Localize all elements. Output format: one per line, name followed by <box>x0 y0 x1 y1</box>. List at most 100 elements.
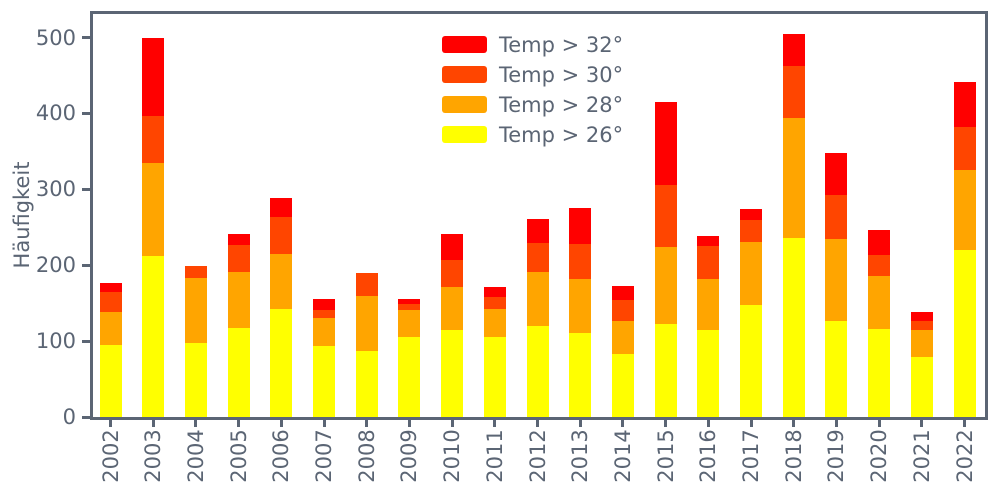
x-tick-mark <box>151 420 155 427</box>
bar-segment-2015-30 <box>654 184 677 247</box>
x-tick-label-2015: 2015 <box>653 429 678 483</box>
bar-segment-2002-26 <box>99 344 122 417</box>
legend-swatch-0 <box>442 36 487 53</box>
bar-segment-2019-30 <box>825 195 848 239</box>
x-tick-mark <box>450 420 454 427</box>
x-tick-label-2022: 2022 <box>952 429 977 483</box>
x-tick-label-2013: 2013 <box>568 429 593 483</box>
x-tick-label-2009: 2009 <box>397 429 422 483</box>
bar-segment-2003-28 <box>142 162 165 257</box>
bar-segment-2020-28 <box>868 275 891 329</box>
bar-segment-2022-30 <box>953 127 976 170</box>
bar-segment-2017-32 <box>740 209 762 220</box>
bar-segment-2017-28 <box>740 241 762 306</box>
x-tick-mark <box>749 420 753 427</box>
x-tick-label-2014: 2014 <box>610 429 635 483</box>
bar-segment-2007-32 <box>313 299 335 310</box>
bar-segment-2011-30 <box>483 297 506 310</box>
x-tick-label-2019: 2019 <box>824 429 849 483</box>
bar-segment-2013-30 <box>569 243 592 279</box>
bar-segment-2019-32 <box>825 152 848 196</box>
legend-label-3: Temp > 26° <box>499 123 624 147</box>
bar-segment-2017-26 <box>740 305 762 417</box>
bar-segment-2009-32 <box>398 299 421 304</box>
y-tick-label: 0 <box>62 405 76 429</box>
bar-segment-2021-32 <box>910 312 933 321</box>
x-tick-mark <box>237 420 241 427</box>
y-tick-mark <box>82 111 90 115</box>
x-tick-mark <box>920 420 924 427</box>
bar-segment-2021-26 <box>910 357 933 417</box>
bar-segment-2019-26 <box>825 320 848 417</box>
bar-segment-2011-32 <box>483 287 506 298</box>
bar-segment-2020-32 <box>868 229 891 256</box>
bar-segment-2018-32 <box>782 33 805 67</box>
x-tick-label-2017: 2017 <box>739 429 763 483</box>
legend-label-1: Temp > 30° <box>499 63 624 87</box>
x-tick-mark <box>877 420 881 427</box>
y-tick-mark <box>82 339 90 343</box>
x-tick-mark <box>322 420 326 427</box>
bar-segment-2003-30 <box>142 116 165 163</box>
bar-segment-2009-30 <box>398 303 421 310</box>
y-tick-mark <box>82 36 90 40</box>
bar-segment-2007-28 <box>313 317 335 346</box>
x-tick-label-2007: 2007 <box>312 429 336 483</box>
bar-segment-2020-26 <box>868 328 891 417</box>
bar-segment-2014-30 <box>611 300 634 321</box>
bar-segment-2004-28 <box>184 278 207 344</box>
bar-segment-2009-26 <box>398 337 421 417</box>
x-tick-mark <box>109 420 112 427</box>
bar-segment-2010-26 <box>441 330 464 417</box>
x-tick-label-2006: 2006 <box>269 429 294 483</box>
x-tick-mark <box>578 420 582 427</box>
bar-segment-2002-28 <box>99 312 122 345</box>
bar-segment-2013-28 <box>569 278 592 333</box>
x-tick-mark <box>664 420 668 427</box>
bar-segment-2005-32 <box>227 234 250 245</box>
x-tick-label-2020: 2020 <box>867 429 892 483</box>
bar-segment-2013-26 <box>569 332 592 417</box>
bar-segment-2010-30 <box>441 259 464 288</box>
bar-segment-2012-30 <box>526 243 549 273</box>
legend-label-2: Temp > 28° <box>499 93 624 117</box>
legend-swatch-2 <box>442 96 487 113</box>
bar-segment-2012-28 <box>526 272 549 326</box>
bar-segment-2003-32 <box>142 38 165 117</box>
bar-segment-2008-28 <box>355 295 378 351</box>
bar-segment-2006-30 <box>270 217 293 254</box>
x-tick-mark <box>792 420 796 427</box>
y-tick-mark <box>82 187 90 191</box>
bar-segment-2019-28 <box>825 238 848 321</box>
y-tick-mark <box>82 263 90 267</box>
bar-segment-2009-28 <box>398 310 421 338</box>
x-tick-mark <box>536 420 539 427</box>
bar-segment-2006-32 <box>270 197 293 218</box>
x-tick-mark <box>279 420 283 427</box>
bar-segment-2018-26 <box>782 237 805 417</box>
y-tick-label: 200 <box>35 253 76 278</box>
bar-segment-2012-32 <box>526 218 549 244</box>
bar-segment-2017-30 <box>740 219 762 242</box>
bar-segment-2003-26 <box>142 256 165 417</box>
bar-segment-2006-26 <box>270 309 293 417</box>
x-tick-label-2012: 2012 <box>525 429 550 483</box>
x-tick-label-2003: 2003 <box>141 429 166 483</box>
bar-segment-2011-26 <box>483 337 506 417</box>
bar-segment-2016-26 <box>697 329 720 417</box>
x-tick-mark <box>706 420 710 427</box>
legend-label-0: Temp > 32° <box>499 33 624 57</box>
bar-segment-2014-28 <box>611 320 634 355</box>
y-tick-label: 300 <box>35 177 76 202</box>
bar-segment-2008-26 <box>355 350 378 417</box>
x-tick-label-2004: 2004 <box>183 429 208 483</box>
bar-segment-2016-32 <box>697 235 720 247</box>
bar-segment-2007-30 <box>313 310 335 318</box>
bar-segment-2021-28 <box>910 329 933 358</box>
bar-segment-2018-30 <box>782 66 805 118</box>
x-tick-mark <box>621 420 625 427</box>
bar-segment-2022-28 <box>953 169 976 251</box>
bar-segment-2022-26 <box>953 250 976 417</box>
bar-segment-2004-26 <box>184 343 207 417</box>
